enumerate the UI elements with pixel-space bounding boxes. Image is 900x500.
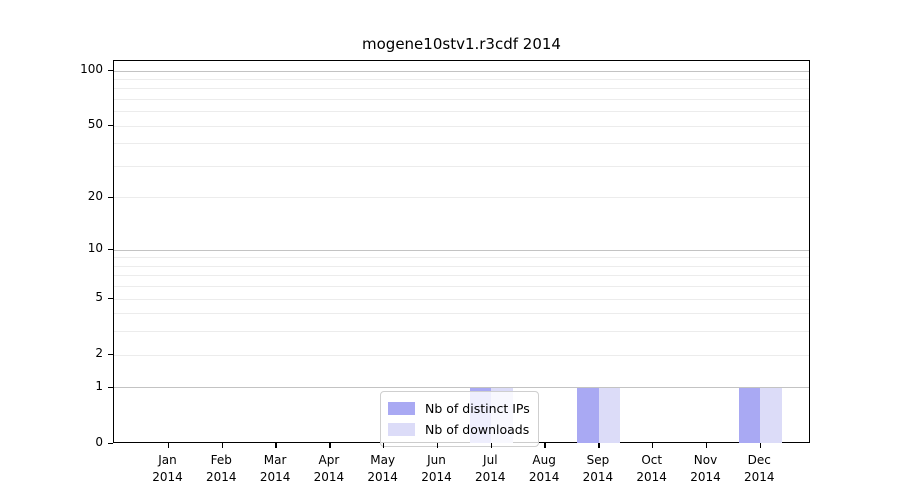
y-tick-label: 2 (95, 346, 103, 361)
gridline-minor (114, 286, 809, 288)
bar-nb-of-downloads-dec (760, 387, 782, 443)
gridline-minor (114, 313, 809, 315)
plot-area: Nb of distinct IPs Nb of downloads (108, 60, 810, 448)
x-axis-tick (759, 442, 761, 448)
gridline-major (114, 249, 809, 251)
bar-nb-of-downloads-sep (598, 387, 621, 443)
gridline-minor (114, 165, 809, 167)
gridline-minor (114, 354, 809, 356)
legend-swatch-distinct-ips (388, 402, 415, 415)
x-axis-tick (598, 442, 600, 448)
y-axis-tick (108, 386, 113, 389)
y-axis-tick (108, 125, 113, 127)
x-tick-label: Aug 2014 (528, 453, 560, 484)
y-axis-tick (108, 69, 113, 72)
x-tick-label: Jul 2014 (475, 453, 506, 484)
x-tick-label: Dec 2014 (744, 453, 775, 484)
gridline-minor (114, 197, 809, 199)
x-tick-label: Sep 2014 (582, 453, 614, 484)
gridline-minor (114, 88, 809, 90)
bar-nb-of-distinct-ips-sep (577, 387, 599, 443)
gridline-minor (114, 98, 809, 100)
gridline-minor (114, 298, 809, 300)
gridline-minor (114, 143, 809, 145)
y-tick-label: 20 (87, 188, 103, 203)
gridline-minor (114, 78, 809, 80)
y-tick-label: 5 (95, 290, 103, 305)
legend: Nb of distinct IPs Nb of downloads (380, 391, 539, 447)
bar-nb-of-distinct-ips-dec (738, 387, 761, 443)
y-axis-tick (108, 196, 113, 199)
x-tick-label: Jun 2014 (421, 453, 452, 484)
legend-swatch-downloads (388, 423, 415, 436)
y-tick-label: 50 (87, 117, 103, 132)
legend-label-downloads: Nb of downloads (425, 422, 530, 437)
x-tick-label: Nov 2014 (690, 453, 721, 484)
x-axis-tick (383, 442, 385, 448)
y-axis-tick (108, 354, 113, 356)
y-axis-tick (108, 248, 113, 251)
x-axis-tick (652, 442, 654, 448)
x-axis-tick (329, 442, 331, 448)
x-axis-tick (544, 442, 546, 448)
x-tick-label: Feb 2014 (206, 453, 237, 484)
y-tick-label: 100 (80, 62, 103, 76)
legend-row-distinct-ips: Nb of distinct IPs (388, 398, 530, 419)
legend-row-downloads: Nb of downloads (388, 419, 530, 440)
x-axis-tick (167, 442, 170, 448)
x-axis-tick (221, 442, 223, 448)
gridline-minor (114, 275, 809, 277)
x-tick-label: Apr 2014 (313, 453, 345, 484)
gridline-minor (114, 125, 809, 127)
y-axis-tick (108, 297, 113, 300)
y-tick-label: 0 (95, 435, 103, 449)
gridline-minor (114, 265, 809, 267)
gridline-minor (114, 111, 809, 113)
x-tick-label: Jan 2014 (152, 453, 183, 484)
x-tick-label: Mar 2014 (259, 453, 291, 484)
x-axis-tick (436, 442, 439, 448)
x-axis-tick (490, 442, 492, 448)
gridline-major (114, 70, 809, 72)
gridline-minor (114, 257, 809, 259)
gridline-major (114, 387, 809, 389)
y-tick-label: 1 (95, 378, 103, 393)
legend-label-distinct-ips: Nb of distinct IPs (425, 401, 530, 416)
x-axis-tick (275, 442, 277, 448)
x-tick-label: Oct 2014 (636, 453, 667, 484)
x-axis-tick (705, 442, 708, 448)
y-axis-tick (108, 442, 113, 445)
x-tick-label: May 2014 (367, 453, 398, 484)
y-tick-label: 10 (87, 241, 103, 256)
chart-title: mogene10stv1.r3cdf 2014 (362, 35, 561, 53)
gridline-minor (114, 331, 809, 333)
